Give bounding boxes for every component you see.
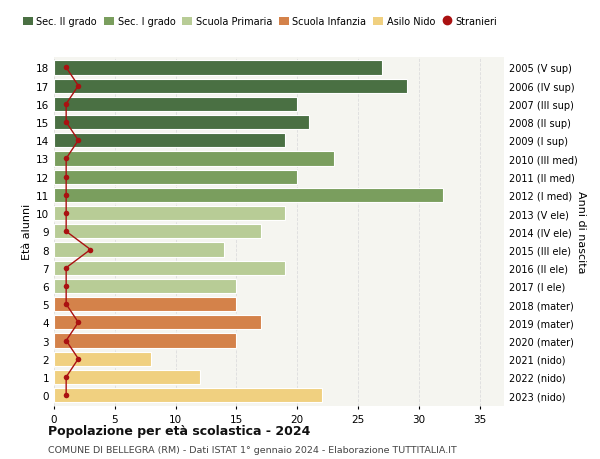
Bar [54, 207, 285, 221]
Point [61, 392, 71, 399]
Bar [54, 388, 322, 403]
Bar [54, 225, 261, 239]
Point [74, 83, 83, 90]
Bar [54, 188, 443, 202]
Point [61, 156, 71, 163]
Legend: Sec. II grado, Sec. I grado, Scuola Primaria, Scuola Infanzia, Asilo Nido, Stran: Sec. II grado, Sec. I grado, Scuola Prim… [23, 17, 497, 27]
Point [74, 137, 83, 145]
Bar [54, 79, 407, 94]
Bar [54, 334, 236, 348]
Point [61, 119, 71, 126]
Text: Popolazione per età scolastica - 2024: Popolazione per età scolastica - 2024 [48, 424, 310, 437]
Bar [54, 261, 285, 275]
Bar [54, 116, 310, 130]
Bar [54, 61, 382, 75]
Point [61, 65, 71, 72]
Bar [54, 370, 200, 384]
Text: COMUNE DI BELLEGRA (RM) - Dati ISTAT 1° gennaio 2024 - Elaborazione TUTTITALIA.I: COMUNE DI BELLEGRA (RM) - Dati ISTAT 1° … [48, 445, 457, 454]
Bar [54, 315, 261, 330]
Bar [54, 352, 151, 366]
Y-axis label: Anni di nascita: Anni di nascita [576, 190, 586, 273]
Point [61, 374, 71, 381]
Bar [54, 97, 297, 112]
Point [74, 319, 83, 326]
Bar [54, 152, 334, 166]
Bar [54, 297, 236, 312]
Bar [54, 279, 236, 293]
Point [61, 174, 71, 181]
Point [61, 210, 71, 217]
Point [61, 301, 71, 308]
Point [61, 101, 71, 108]
Bar [54, 243, 224, 257]
Point [61, 337, 71, 344]
Point [74, 355, 83, 363]
Point [86, 246, 95, 254]
Y-axis label: Età alunni: Età alunni [22, 204, 32, 260]
Bar [54, 170, 297, 185]
Point [61, 192, 71, 199]
Bar [54, 134, 285, 148]
Point [61, 264, 71, 272]
Point [61, 228, 71, 235]
Point [61, 283, 71, 290]
